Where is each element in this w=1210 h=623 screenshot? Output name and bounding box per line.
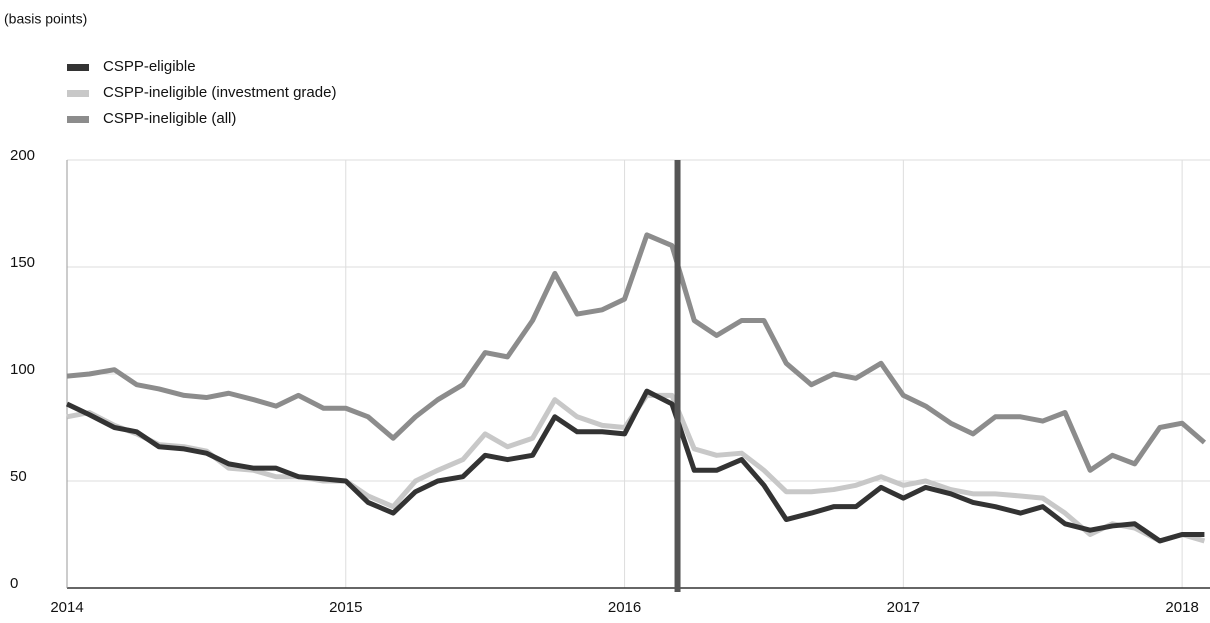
y-tick-label: 200 xyxy=(10,147,35,164)
y-tick-label: 150 xyxy=(10,254,35,271)
legend-swatch xyxy=(67,116,89,123)
series-line xyxy=(66,232,1207,473)
x-tick-label: 2017 xyxy=(887,599,920,616)
x-tick-label: 2015 xyxy=(329,599,362,616)
x-tick-label: 2018 xyxy=(1165,599,1198,616)
legend-label: CSPP-ineligible (investment grade) xyxy=(103,84,336,101)
legend-label: CSPP-eligible xyxy=(103,58,196,75)
series-line xyxy=(65,388,1205,544)
y-tick-label: 100 xyxy=(10,361,35,378)
legend-label: CSPP-ineligible (all) xyxy=(103,110,236,127)
legend-swatch xyxy=(67,64,89,71)
x-tick-label: 2014 xyxy=(50,599,83,616)
chart-subtitle: (basis points) xyxy=(4,11,87,27)
y-tick-label: 0 xyxy=(10,575,18,592)
x-tick-label: 2016 xyxy=(608,599,641,616)
y-tick-label: 50 xyxy=(10,468,27,485)
legend-swatch xyxy=(67,90,89,97)
